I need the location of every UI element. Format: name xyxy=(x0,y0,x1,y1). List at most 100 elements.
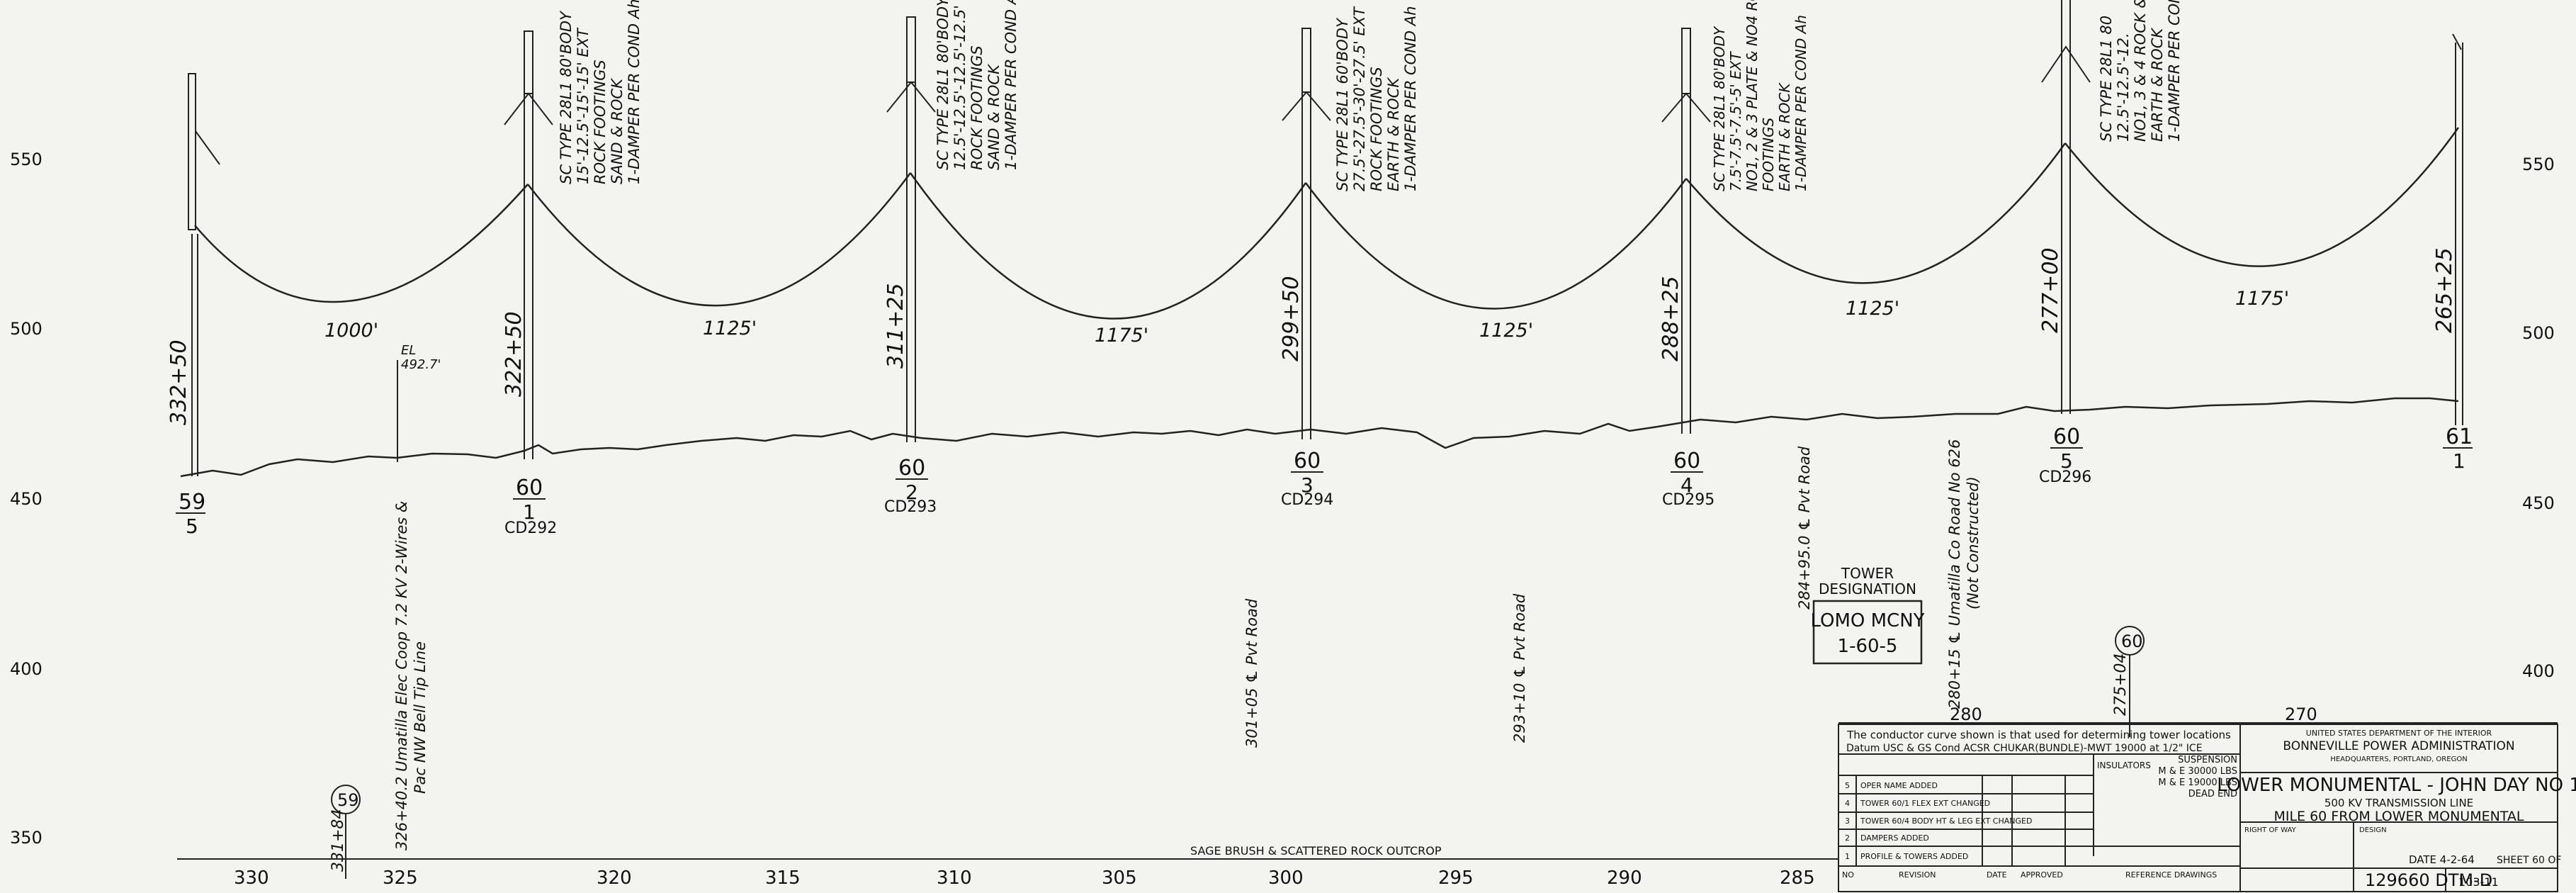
drawing-date: DATE 4-2-64 xyxy=(2409,853,2475,866)
revision-number: 3 xyxy=(1845,816,1850,826)
elevation-tick: 350 xyxy=(10,828,43,848)
tower-number-bottom: 4 xyxy=(1680,473,1693,497)
tower-station-label: 332+50 xyxy=(166,339,191,425)
spec-line: SC TYPE 28L1 80'BODY xyxy=(1711,26,1728,191)
revision-number: 1 xyxy=(1845,852,1850,861)
span-length-label: 1125' xyxy=(1479,320,1533,342)
tower-60-5: 277+00 60 5 CD296 SC TYPE 28L1 80 12.5'-… xyxy=(2038,0,2183,486)
span-length-label: 1125' xyxy=(703,318,757,339)
spec-line: SC TYPE 28L1 80'BODY xyxy=(558,10,575,184)
tower-spec-notes: SC TYPE 28L1 80'BODY 12.5'-12.5'-12.5'-1… xyxy=(934,0,1019,170)
designation-number: 1-60-5 xyxy=(1838,636,1898,657)
spec-line: 15'-12.5'-15'-15' EXT xyxy=(575,27,592,184)
station-tick: 325 xyxy=(383,867,418,889)
elevation-tick: 400 xyxy=(2522,661,2555,681)
tower-number-top: 61 xyxy=(2446,425,2473,449)
elevation-tick: 550 xyxy=(10,150,43,169)
designation-heading: TOWER xyxy=(1841,565,1894,582)
tower-number-bottom: 1 xyxy=(523,500,536,524)
span-length-label: 1175' xyxy=(1095,325,1148,347)
tower-spec-notes: SC TYPE 28L1 80'BODY 7.5'-7.5'-7.5'-5' E… xyxy=(1711,0,1809,191)
tower-cd-label: CD293 xyxy=(884,498,937,516)
tower-station-label: 288+25 xyxy=(1659,276,1683,361)
elevation-tick: 450 xyxy=(10,489,43,509)
conductor-span xyxy=(909,172,1307,320)
tower-number-top: 60 xyxy=(1294,449,1321,473)
crossing-note: Pac NW Bell Tip Line xyxy=(412,641,429,794)
span-length-label: 1000' xyxy=(324,320,378,342)
drawing-code: 103-11 xyxy=(2458,875,2499,889)
conductor-span xyxy=(1685,142,2067,284)
curve-note: The conductor curve shown is that used f… xyxy=(1846,729,2231,741)
spec-line: SC TYPE 28L1 80 xyxy=(2098,16,2115,142)
revision-header: REFERENCE DRAWINGS xyxy=(2125,870,2217,880)
drawing-number: 129660 DTM-D xyxy=(2365,870,2492,890)
insulator-line: M & E 30000 LBS xyxy=(2158,766,2237,777)
revision-number: 4 xyxy=(1845,799,1850,808)
station-tick: 315 xyxy=(765,867,801,889)
mile-marker-number: 60 xyxy=(2121,631,2143,651)
tower-number-top: 59 xyxy=(179,490,205,515)
tower-60-1: 322+50 60 1 CD292 SC TYPE 28L1 80'BODY 1… xyxy=(502,0,643,537)
revision-number: 5 xyxy=(1845,781,1850,790)
insulator-line: DEAD END xyxy=(2188,789,2237,799)
conductor-span xyxy=(527,172,912,307)
insulator-line: M & E 19000 LBS xyxy=(2158,777,2237,788)
revision-text: OPER NAME ADDED xyxy=(1860,781,1938,790)
spec-line: EARTH & ROCK xyxy=(1385,77,1402,191)
crossing-note: 326+40.2 Umatilla Elec Coop 7.2 KV 2-Wir… xyxy=(393,501,410,850)
span-labels: 1000' 1125' 1175' 1125' 1125' 1175' xyxy=(324,288,2289,347)
revision-header: NO xyxy=(1842,870,1854,880)
title-block xyxy=(1838,724,2558,892)
revision-header: REVISION xyxy=(1899,870,1936,880)
spec-line: NO1, 2 & 3 PLATE & NO4 ROCK xyxy=(1744,0,1761,191)
elevation-note-label: EL xyxy=(401,343,416,358)
elevation-tick: 450 xyxy=(2522,493,2555,513)
conductor-span xyxy=(194,184,529,303)
crossing-note: 280+15 ℄ Umatilla Co Road No 626 xyxy=(1946,439,1963,709)
tower-station-label: 277+00 xyxy=(2038,247,2063,333)
revision-text: DAMPERS ADDED xyxy=(1860,833,1929,843)
crossing-notes: 326+40.2 Umatilla Elec Coop 7.2 KV 2-Wir… xyxy=(393,439,1982,850)
station-axis: 330 325 320 315 310 305 300 295 290 285 … xyxy=(177,844,1838,889)
tower-number-top: 60 xyxy=(898,456,925,481)
mile-marker-number: 59 xyxy=(337,790,359,810)
station-tick: 290 xyxy=(1607,867,1642,889)
insulators-label: INSULATORS xyxy=(2097,760,2151,770)
spec-line: SC TYPE 28L1 60'BODY xyxy=(1334,17,1351,191)
station-tick: 300 xyxy=(1268,867,1304,889)
insulator-line: SUSPENSION xyxy=(2178,755,2237,765)
designation-code: LOMO MCNY xyxy=(1810,610,1924,631)
tower-designation: TOWER DESIGNATION LOMO MCNY 1-60-5 xyxy=(1810,565,1925,665)
spec-line: 27.5'-27.5'-30'-27.5' EXT xyxy=(1351,6,1368,191)
terrain-note: SAGE BRUSH & SCATTERED ROCK OUTCROP xyxy=(1190,844,1442,858)
mile-marker-59: 59 331+84 xyxy=(329,785,361,879)
spec-line: 1-DAMPER PER COND Ah xyxy=(1002,0,1019,170)
spec-line: EARTH & ROCK xyxy=(2149,27,2166,142)
revision-header: DATE xyxy=(1987,870,2007,880)
tower-60-3: 299+50 60 3 CD294 SC TYPE 28L1 60'BODY 2… xyxy=(1279,6,1419,509)
station-tick: 295 xyxy=(1438,867,1474,889)
line-type: 500 KV TRANSMISSION LINE xyxy=(2324,797,2473,809)
tower-cd-label: CD296 xyxy=(2039,468,2091,486)
tower-station-label: 265+25 xyxy=(2432,247,2457,333)
conductor-span xyxy=(1304,178,1688,310)
revision-text: PROFILE & TOWERS ADDED xyxy=(1860,852,1968,861)
tower-59-5: 332+50 59 5 xyxy=(166,73,220,538)
spec-line: SAND & ROCK xyxy=(609,77,626,184)
mile-marker-station: 275+04 xyxy=(2112,653,2130,716)
spec-line: ROCK FOOTINGS xyxy=(592,60,609,184)
scale-tick: 280 xyxy=(1950,704,1982,724)
revision-text: TOWER 60/1 FLEX EXT CHANGED xyxy=(1860,799,1990,808)
conductor-curves xyxy=(194,127,2460,320)
span-length-label: 1175' xyxy=(2235,288,2289,310)
tower-number-bottom: 1 xyxy=(2453,449,2465,473)
elevation-axis-right: 550 500 450 400 xyxy=(2522,155,2555,681)
spec-line: 1-DAMPER PER COND Ah xyxy=(626,0,643,184)
tower-station-label: 299+50 xyxy=(1279,276,1304,361)
crossing-note: 293+10 ℄ Pvt Road xyxy=(1511,593,1528,743)
elevation-axis-left: 550 500 450 400 350 xyxy=(10,150,43,848)
tower-cd-label: CD295 xyxy=(1662,491,1714,509)
elevation-tick: 500 xyxy=(10,319,43,339)
